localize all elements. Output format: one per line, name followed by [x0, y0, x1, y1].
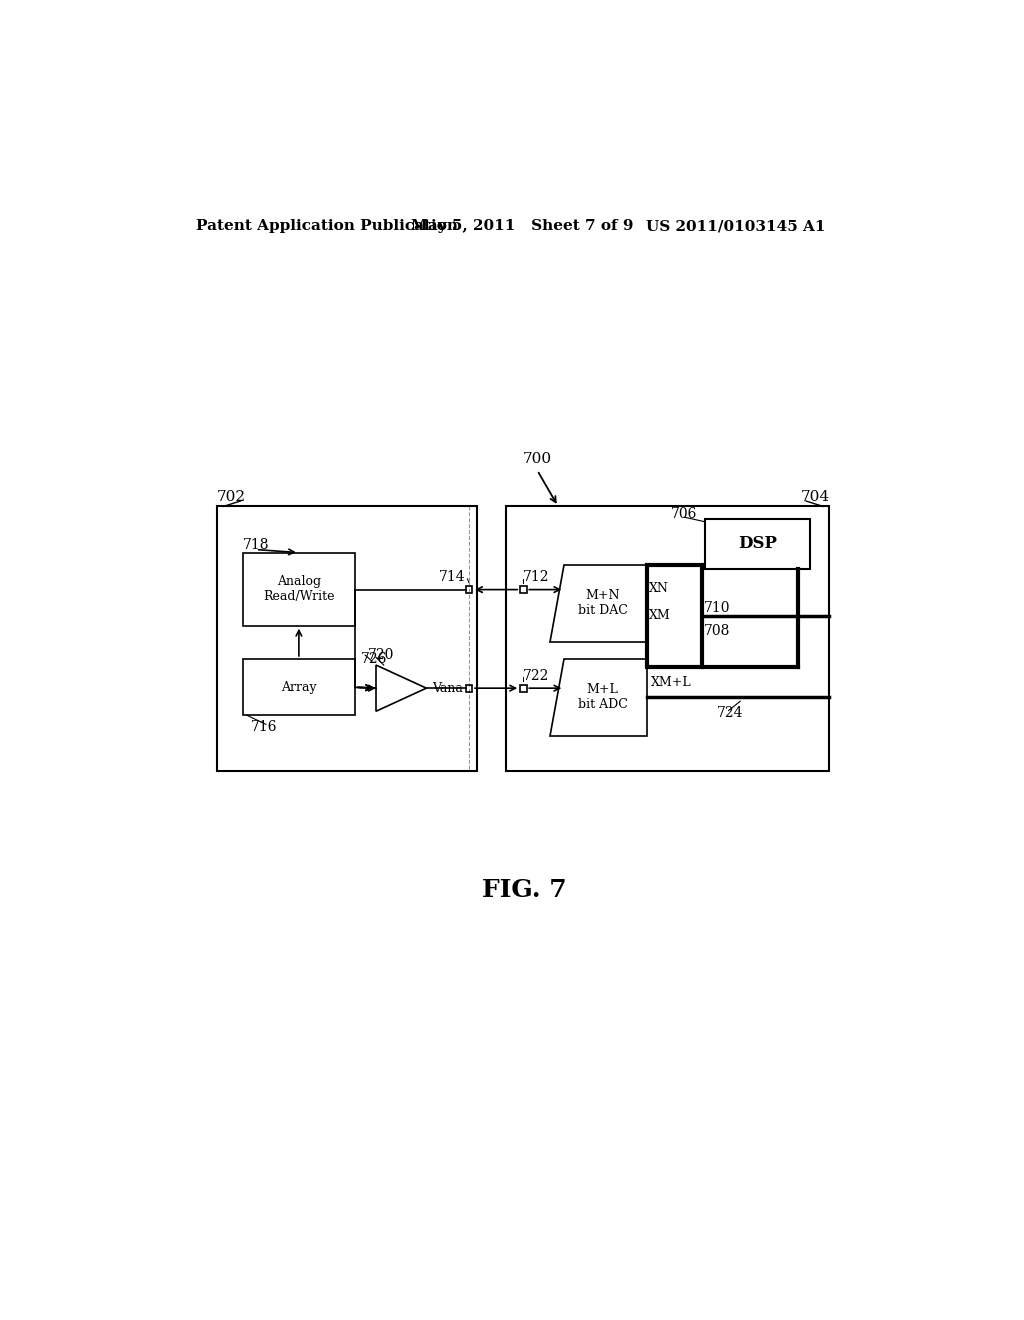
- Polygon shape: [550, 565, 647, 642]
- Bar: [243, 659, 355, 715]
- Text: 726: 726: [361, 652, 388, 665]
- Text: 720: 720: [369, 648, 394, 663]
- Text: 712: 712: [523, 570, 550, 585]
- Text: 714: 714: [438, 570, 465, 585]
- Bar: [243, 553, 355, 626]
- Bar: [520, 685, 526, 692]
- Bar: [647, 565, 701, 667]
- Text: Analog
Read/Write: Analog Read/Write: [263, 576, 335, 603]
- Text: 706: 706: [671, 507, 697, 521]
- Text: 718: 718: [243, 539, 269, 552]
- Bar: [520, 586, 526, 593]
- Text: XM+L: XM+L: [651, 676, 692, 689]
- Text: US 2011/0103145 A1: US 2011/0103145 A1: [646, 219, 825, 234]
- Text: M+N
bit DAC: M+N bit DAC: [578, 590, 628, 618]
- Text: 700: 700: [523, 451, 552, 466]
- Text: XM: XM: [649, 609, 671, 622]
- Text: 708: 708: [703, 624, 730, 638]
- Text: XN: XN: [649, 582, 669, 594]
- Text: 704: 704: [800, 490, 829, 504]
- Text: 702: 702: [217, 490, 246, 504]
- Text: FIG. 7: FIG. 7: [482, 878, 567, 902]
- Bar: [506, 507, 829, 771]
- Text: May 5, 2011   Sheet 7 of 9: May 5, 2011 Sheet 7 of 9: [411, 219, 634, 234]
- Polygon shape: [376, 665, 426, 711]
- Polygon shape: [550, 659, 647, 737]
- Text: 722: 722: [523, 669, 550, 682]
- Text: M+L
bit ADC: M+L bit ADC: [578, 684, 628, 711]
- Text: Patent Application Publication: Patent Application Publication: [197, 219, 458, 234]
- Text: Array: Array: [281, 681, 316, 693]
- Text: 710: 710: [703, 601, 730, 615]
- Bar: [217, 507, 477, 771]
- Text: Vana: Vana: [432, 681, 464, 694]
- Text: DSP: DSP: [738, 536, 777, 552]
- Bar: [706, 519, 810, 569]
- Text: 716: 716: [251, 719, 276, 734]
- Bar: [466, 586, 472, 593]
- Bar: [466, 685, 472, 692]
- Text: 724: 724: [717, 706, 743, 719]
